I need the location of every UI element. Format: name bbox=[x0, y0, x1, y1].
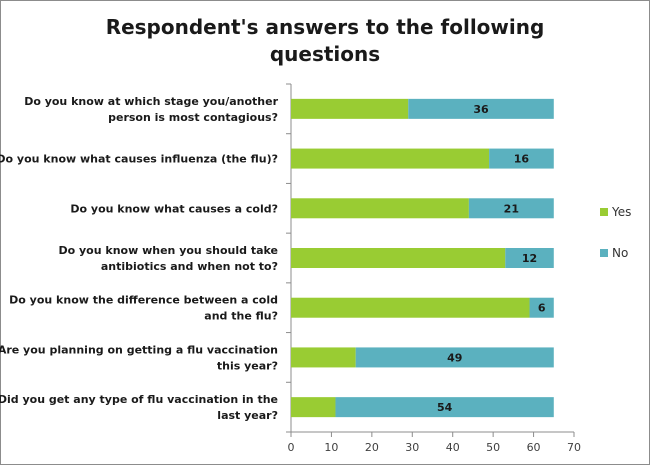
data-label: 49 bbox=[447, 351, 462, 364]
bar-yes bbox=[291, 148, 490, 169]
x-tick-label: 70 bbox=[567, 441, 581, 454]
bar-yes bbox=[291, 198, 469, 219]
x-tick-label: 30 bbox=[405, 441, 419, 454]
bar-no bbox=[489, 148, 554, 169]
data-label: 12 bbox=[522, 252, 537, 265]
category-label: Did you get any type of flu vaccination … bbox=[0, 393, 278, 422]
bar-no bbox=[468, 198, 554, 219]
bar-no bbox=[355, 347, 554, 368]
x-tick-label: 10 bbox=[324, 441, 338, 454]
bar-no bbox=[408, 98, 554, 119]
bar-yes bbox=[291, 98, 409, 119]
chart-title: Respondent's answers to the following qu… bbox=[0, 14, 650, 68]
category-label: Are you planning on getting a flu vaccin… bbox=[0, 343, 278, 372]
data-label: 16 bbox=[514, 153, 530, 166]
category-label: Do you know when you should take antibiot… bbox=[58, 244, 278, 273]
chart-title-line-1: Respondent's answers to the following bbox=[105, 15, 545, 39]
x-tick-label: 50 bbox=[486, 441, 500, 454]
category-label: Do you know what causes influenza (the f… bbox=[0, 153, 278, 166]
bar-no bbox=[505, 248, 554, 268]
data-label: 36 bbox=[473, 103, 489, 116]
x-tick-label: 60 bbox=[527, 441, 541, 454]
bar-yes bbox=[291, 248, 506, 268]
category-label: Do you know the difference between a col… bbox=[9, 294, 278, 323]
x-tick-label: 0 bbox=[288, 441, 295, 454]
bar-yes bbox=[291, 297, 530, 318]
x-tick-label: 40 bbox=[446, 441, 460, 454]
data-label: 6 bbox=[538, 302, 546, 315]
data-label: 54 bbox=[437, 401, 453, 414]
bar-yes bbox=[291, 347, 356, 368]
data-label: 21 bbox=[504, 202, 519, 215]
legend-swatch-no bbox=[600, 249, 608, 257]
category-label: Do you know what causes a cold? bbox=[70, 202, 278, 215]
legend-label-yes: Yes bbox=[611, 205, 631, 219]
legend-swatch-yes bbox=[600, 208, 608, 216]
bar-yes bbox=[291, 397, 336, 418]
x-tick-label: 20 bbox=[365, 441, 379, 454]
legend-label-no: No bbox=[612, 246, 628, 260]
category-label: Do you know at which stage you/another pe… bbox=[24, 95, 278, 124]
bar-no bbox=[335, 397, 554, 418]
bar-no bbox=[529, 297, 554, 318]
chart-title-line-2: questions bbox=[269, 42, 381, 66]
